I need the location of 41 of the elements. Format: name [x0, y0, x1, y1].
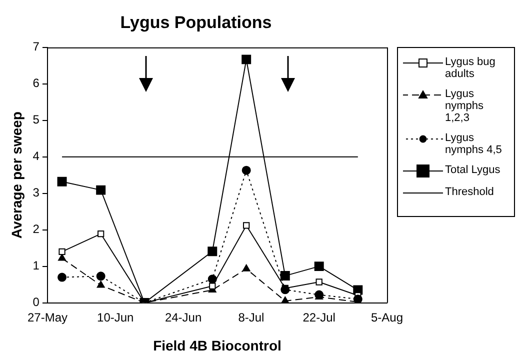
x-tick-label: 5-Aug	[370, 310, 404, 324]
legend-label: Lygus nymphs 1,2,3	[445, 88, 485, 124]
y-tick-label: 7	[32, 40, 40, 54]
y-axis-title: Average per sweep	[8, 112, 24, 239]
legend-label: Total Lygus	[445, 164, 500, 176]
point	[242, 166, 251, 175]
point	[96, 272, 106, 281]
x-tick-label: 22-Jul	[302, 310, 336, 324]
y-tick-label: 6	[32, 76, 40, 90]
point	[280, 285, 290, 294]
legend-label: Lygus bug adults	[445, 56, 496, 80]
point	[208, 246, 218, 256]
y-tick-label: 3	[32, 186, 40, 200]
point	[314, 262, 324, 272]
y-tick-label: 1	[32, 258, 40, 273]
point	[58, 272, 67, 282]
point	[242, 54, 252, 64]
point	[96, 185, 106, 195]
point	[280, 271, 290, 281]
x-tick-label: 8-Jul	[238, 310, 264, 324]
y-tick-label: 2	[32, 222, 40, 236]
point	[58, 248, 66, 256]
point	[96, 280, 105, 288]
x-tick-label: 27-May	[27, 310, 68, 324]
point	[243, 222, 250, 229]
point	[98, 230, 104, 238]
y-tick-label: 4	[32, 149, 40, 164]
y-tick-label: 0	[32, 295, 40, 310]
y-tick-label: 5	[32, 112, 40, 127]
point	[242, 264, 250, 272]
point	[57, 176, 67, 186]
legend-label: Lygus nymphs 4,5	[445, 132, 503, 156]
point	[208, 274, 217, 284]
point	[353, 294, 362, 303]
legend-label: Threshold	[445, 186, 494, 198]
x-tick-label: 24-Jun	[164, 310, 202, 324]
point	[209, 282, 216, 290]
point	[316, 278, 322, 286]
x-tick-label: 10-Jun	[97, 310, 134, 324]
x-axis-title: Field 4B Biocontrol	[153, 337, 282, 354]
chart-title: Lygus Populations	[120, 12, 272, 32]
